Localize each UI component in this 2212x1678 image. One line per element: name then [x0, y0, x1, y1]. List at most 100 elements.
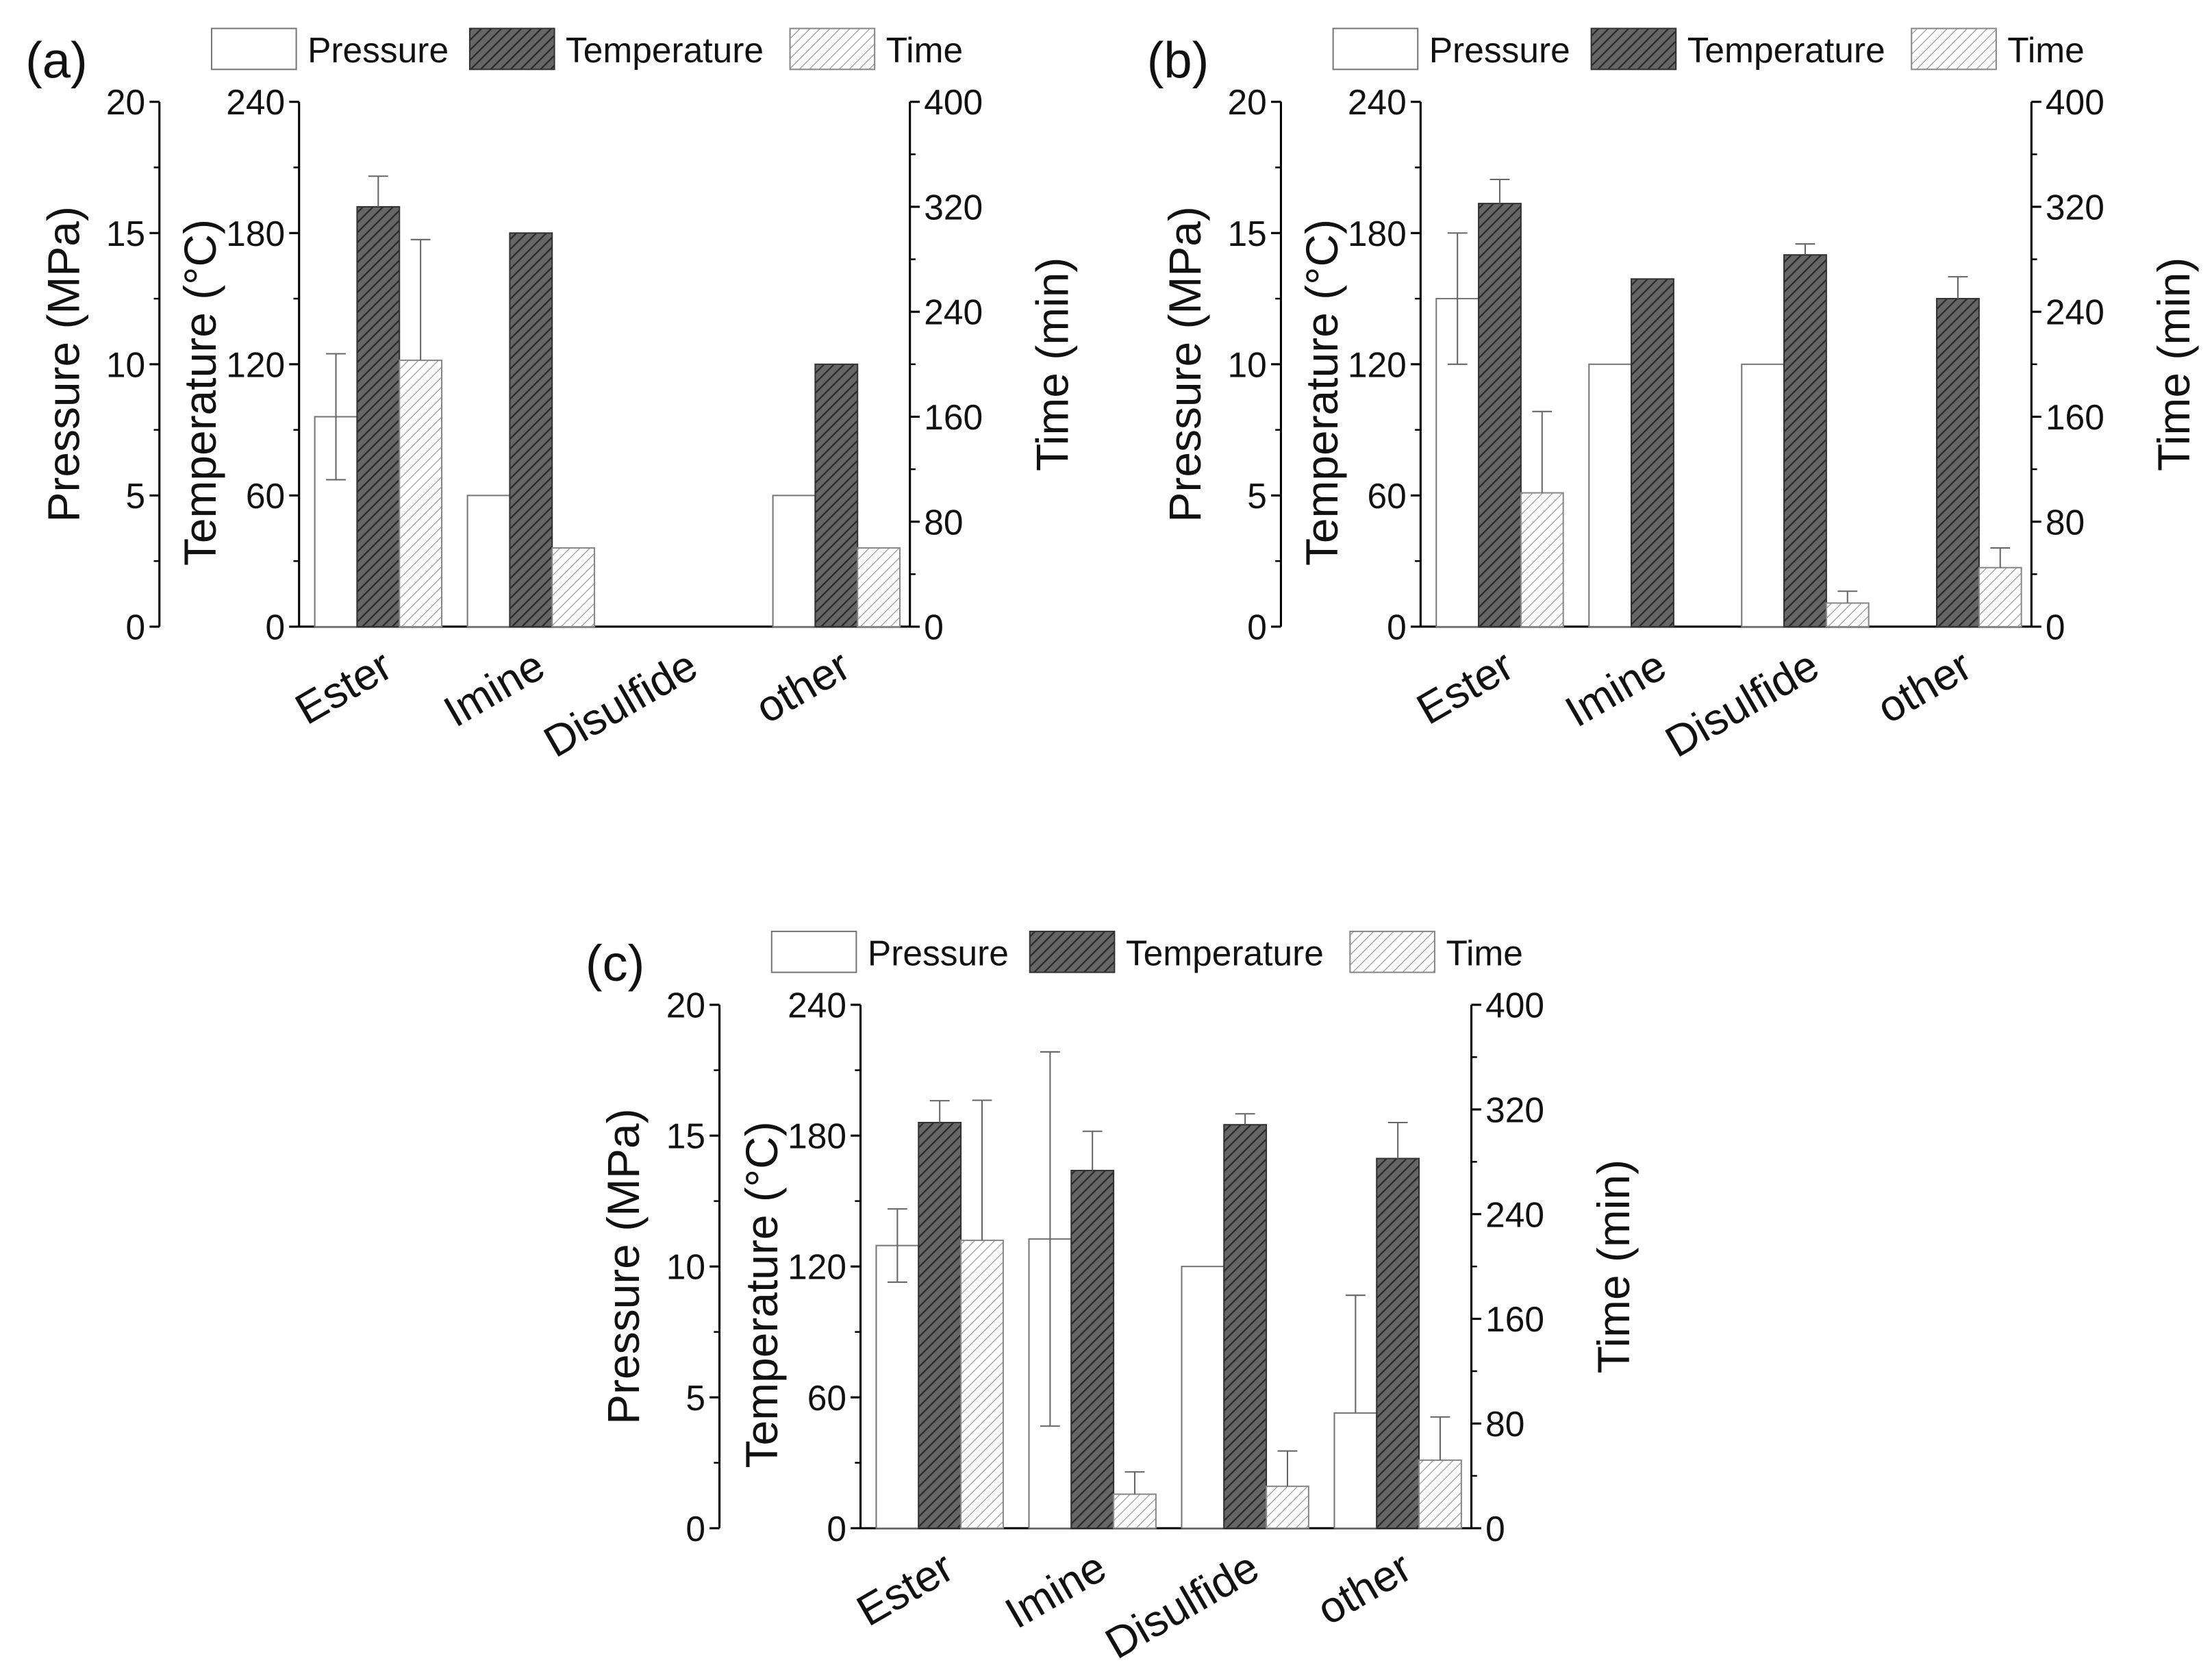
tick-label: 0: [1387, 608, 1407, 647]
bar-pressure: [875, 1244, 920, 1529]
tick-label: 240: [1485, 1194, 1544, 1234]
legend-label: Pressure: [1429, 30, 1570, 70]
temperature-axis: 0 60 120 180 240: [226, 82, 301, 647]
tick-label: 0: [686, 1509, 705, 1549]
bar-temperature: [1478, 203, 1522, 628]
pressure-axis-title: Pressure (MPa): [598, 1108, 649, 1424]
legend-swatch: [468, 27, 555, 71]
tick-label: 180: [1348, 214, 1407, 253]
x-tick-label: Imine: [1557, 640, 1674, 736]
legend-swatch: [770, 930, 857, 973]
tick-label: 60: [1367, 476, 1406, 516]
tick-label: 120: [1348, 345, 1407, 384]
tick-label: 320: [2046, 187, 2104, 227]
x-tick-label: other: [747, 640, 858, 733]
legend-swatch: [789, 27, 876, 71]
tick-label: 60: [807, 1378, 846, 1418]
tick-label: 400: [1485, 986, 1544, 1025]
panel-label: (a): [25, 32, 88, 89]
tick-label: 10: [666, 1247, 705, 1287]
chart-panel-3: (c) Pressure Temperature Time 0 5 10 15 20 0 60 120…: [586, 930, 1639, 1668]
legend-swatch: [1349, 930, 1435, 973]
tick-label: 80: [2046, 502, 2085, 542]
bar-temperature: [1376, 1157, 1420, 1529]
bar-temperature: [1223, 1124, 1268, 1529]
tick-label: 0: [924, 608, 944, 647]
bar-pressure: [1181, 1266, 1225, 1529]
x-tick-label: Imine: [436, 640, 553, 736]
time-axis-title: Time (min): [1588, 1160, 1639, 1373]
tick-label: 5: [686, 1378, 705, 1418]
legend-item: Pressure: [770, 930, 1009, 973]
tick-label: 400: [924, 82, 983, 122]
tick-label: 120: [788, 1247, 846, 1287]
legend-swatch: [210, 27, 297, 71]
legend-label: Temperature: [1126, 933, 1324, 973]
legend-item: Temperature: [468, 27, 764, 71]
tick-label: 15: [1228, 214, 1267, 253]
legend-item: Time: [1349, 930, 1523, 973]
tick-label: 240: [1348, 82, 1407, 122]
legend-label: Temperature: [1687, 30, 1885, 70]
tick-label: 240: [226, 82, 285, 122]
legend-label: Pressure: [868, 933, 1009, 973]
x-tick-label: other: [1869, 640, 1980, 733]
tick-label: 400: [2046, 82, 2104, 122]
tick-label: 320: [924, 187, 983, 227]
pressure-axis-title: Pressure (MPa): [38, 206, 88, 522]
tick-label: 20: [106, 82, 145, 122]
bar-time: [1520, 492, 1564, 628]
x-tick-label: Ester: [1409, 640, 1522, 734]
bar-pressure: [1588, 363, 1633, 628]
tick-label: 0: [1485, 1509, 1505, 1549]
pressure-axis: 0 5 10 15 20: [1228, 82, 1282, 647]
tick-label: 15: [106, 214, 145, 253]
tick-label: 160: [924, 397, 983, 437]
bar-temperature: [1070, 1170, 1115, 1529]
x-tick-label: Ester: [849, 1542, 962, 1636]
legend-item: Temperature: [1590, 27, 1885, 71]
tick-label: 240: [924, 292, 983, 332]
tick-label: 20: [666, 986, 705, 1025]
legend-label: Time: [886, 30, 964, 70]
legend-label: Pressure: [307, 30, 449, 70]
tick-label: 180: [226, 214, 285, 253]
legend-item: Time: [1911, 27, 2085, 71]
bar-time: [1418, 1459, 1462, 1529]
tick-label: 0: [1247, 608, 1267, 647]
bar-time: [857, 547, 901, 628]
time-axis-title: Time (min): [1027, 258, 1077, 471]
pressure-axis-title: Pressure (MPa): [1159, 206, 1210, 522]
legend-swatch: [1332, 27, 1419, 71]
bar-pressure: [772, 494, 816, 628]
x-tick-label: Disulfide: [536, 640, 705, 767]
tick-label: 240: [788, 986, 846, 1025]
temperature-axis-title: Temperature (°C): [175, 219, 225, 566]
bar-temperature: [814, 363, 859, 628]
legend-swatch: [1029, 930, 1116, 973]
x-tick-label: Disulfide: [1657, 640, 1827, 767]
bar-temperature: [1783, 254, 1827, 628]
tick-label: 180: [788, 1116, 846, 1156]
bar-time: [551, 547, 596, 628]
time-axis: 0 80 160 240 320 400: [2030, 82, 2104, 647]
legend-swatch: [1911, 27, 1997, 71]
chart-panel-2: (b) Pressure Temperature Time 0 5 10 15 20 0 60 120…: [1147, 27, 2199, 767]
tick-label: 320: [1485, 1090, 1544, 1129]
legend-label: Time: [2007, 30, 2085, 70]
bar-pressure: [1741, 363, 1785, 628]
x-tick-label: Disulfide: [1097, 1542, 1267, 1668]
bar-time: [1113, 1493, 1157, 1529]
tick-label: 20: [1228, 82, 1267, 122]
tick-label: 160: [2046, 397, 2104, 437]
temperature-axis-title: Temperature (°C): [1296, 219, 1347, 566]
tick-label: 15: [666, 1116, 705, 1156]
tick-label: 10: [1228, 345, 1267, 384]
panel-label: (b): [1147, 32, 1209, 89]
pressure-axis: 0 5 10 15 20: [106, 82, 161, 647]
temperature-axis: 0 60 120 180 240: [788, 986, 862, 1549]
tick-label: 120: [226, 345, 285, 384]
tick-label: 160: [1485, 1299, 1544, 1339]
